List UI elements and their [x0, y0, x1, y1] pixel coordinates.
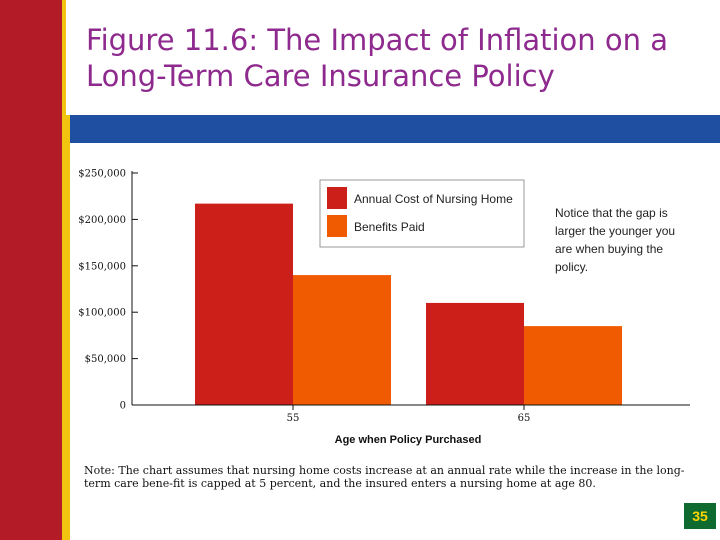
bars [195, 203, 622, 405]
y-axis: 0 $50,000 $100,000 $150,000 $200,000 $250,000 [78, 169, 138, 412]
legend-box [319, 179, 525, 248]
legend-label: Annual Cost of Nursing Home [354, 192, 513, 206]
bar-chart: 0 $50,000 $100,000 $150,000 $200,000 $250,000… [78, 169, 690, 446]
legend: Annual Cost of Nursing Home Benefits Paid [319, 179, 525, 248]
y-tick-label: 0 [120, 401, 126, 412]
legend-swatch [327, 215, 347, 237]
y-tick-label: $250,000 [78, 169, 126, 180]
title-divider-bar [66, 115, 720, 143]
content-left-stripe [66, 115, 70, 540]
bar-benefits-paid-age-55 [293, 275, 391, 405]
annotation-line: policy. [555, 260, 588, 274]
legend-swatch [327, 187, 347, 209]
page-number-badge: 35 [684, 503, 716, 529]
left-accent-stripe [62, 0, 66, 540]
bar-annual-cost-age-55 [195, 203, 293, 405]
annotation-line: are when buying the [555, 242, 663, 256]
y-tick-label: $50,000 [85, 354, 126, 365]
annotation-line: Notice that the gap is [555, 206, 668, 220]
y-tick-label: $200,000 [78, 215, 126, 226]
annotation-line: larger the younger you [555, 224, 675, 238]
x-axis: 55 65 [132, 404, 690, 424]
chart-annotation: Notice that the gap is larger the younger… [555, 206, 675, 274]
chart-footnote: Note: The chart assumes that nursing hom… [84, 464, 685, 490]
slide-title: Figure 11.6: The Impact of Inflation on … [86, 23, 669, 93]
y-tick-label: $150,000 [78, 261, 126, 272]
x-tick-label: 55 [287, 413, 300, 424]
y-tick-label: $100,000 [78, 308, 126, 319]
x-axis-title: Age when Policy Purchased [335, 434, 482, 446]
bar-annual-cost-age-65 [426, 302, 524, 405]
left-decorative-bar [0, 0, 66, 540]
bar-benefits-paid-age-65 [524, 326, 622, 405]
legend-label: Benefits Paid [354, 220, 425, 234]
x-tick-label: 65 [518, 413, 531, 424]
